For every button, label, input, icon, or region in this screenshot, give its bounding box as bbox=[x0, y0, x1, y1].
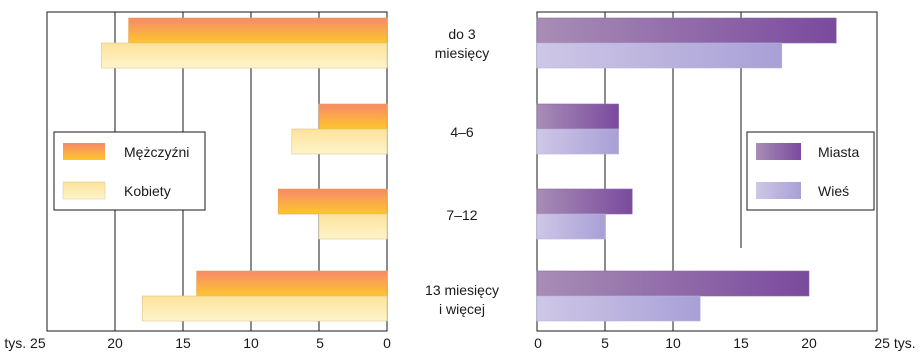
left-tick-label: tys. 25 bbox=[4, 335, 45, 351]
right-tick-label: 10 bbox=[665, 335, 681, 351]
right-bar-city bbox=[536, 17, 837, 44]
right-tick-label: 25 tys. bbox=[874, 335, 915, 351]
category-label: miesięcy bbox=[435, 45, 489, 61]
right-tick-labels: 0 5 10 15 20 25 tys. bbox=[534, 335, 916, 351]
left-bar-men bbox=[277, 188, 388, 215]
left-tick-label: 10 bbox=[243, 335, 259, 351]
legend-swatch-city bbox=[756, 143, 801, 160]
right-bars bbox=[536, 17, 837, 322]
legend-label-women: Kobiety bbox=[124, 183, 171, 199]
category-label: 7–12 bbox=[446, 207, 477, 223]
right-tick-label: 5 bbox=[601, 335, 609, 351]
left-tick-labels: tys. 25 20 15 10 5 0 bbox=[4, 335, 391, 351]
right-bar-village bbox=[536, 295, 701, 322]
legend-swatch-men bbox=[63, 143, 105, 160]
left-tick-label: 0 bbox=[383, 335, 391, 351]
right-tick-label: 0 bbox=[534, 335, 542, 351]
left-bar-men bbox=[196, 270, 388, 297]
legend-label-men: Mężczyźni bbox=[124, 144, 189, 160]
right-bar-city bbox=[536, 270, 810, 297]
right-bar-village bbox=[536, 128, 619, 155]
right-tick-label: 15 bbox=[733, 335, 749, 351]
left-bar-men bbox=[128, 17, 388, 44]
left-bar-women bbox=[141, 295, 388, 322]
left-bar-women bbox=[291, 128, 388, 155]
left-bars bbox=[101, 17, 388, 322]
left-bar-men bbox=[318, 103, 388, 130]
category-label: 13 miesięcy bbox=[425, 282, 499, 298]
legend-swatch-village bbox=[756, 182, 801, 199]
left-legend: Mężczyźni Kobiety bbox=[53, 131, 206, 211]
legend-label-city: Miasta bbox=[818, 144, 859, 160]
category-label: 4–6 bbox=[450, 124, 474, 140]
category-label: i więcej bbox=[439, 301, 485, 317]
right-panel: 0 5 10 15 20 25 tys. Miasta Wieś bbox=[534, 11, 916, 351]
category-labels: do 3 miesięcy 4–6 7–12 13 miesięcy i więcej bbox=[425, 26, 499, 317]
right-bar-village bbox=[536, 213, 606, 240]
left-tick-label: 20 bbox=[107, 335, 123, 351]
right-bar-village bbox=[536, 42, 783, 69]
right-bar-city bbox=[536, 188, 633, 215]
left-bar-women bbox=[101, 42, 388, 69]
left-panel: tys. 25 20 15 10 5 0 Mężczyźni Kobiety bbox=[4, 11, 391, 351]
right-bar-city bbox=[536, 103, 619, 130]
right-legend: Miasta Wieś bbox=[746, 131, 875, 211]
left-tick-label: 15 bbox=[175, 335, 191, 351]
left-tick-label: 5 bbox=[316, 335, 324, 351]
left-bar-women bbox=[318, 213, 388, 240]
legend-swatch-women bbox=[62, 181, 106, 200]
category-label: do 3 bbox=[448, 26, 475, 42]
right-tick-label: 20 bbox=[801, 335, 817, 351]
legend-label-village: Wieś bbox=[818, 183, 849, 199]
